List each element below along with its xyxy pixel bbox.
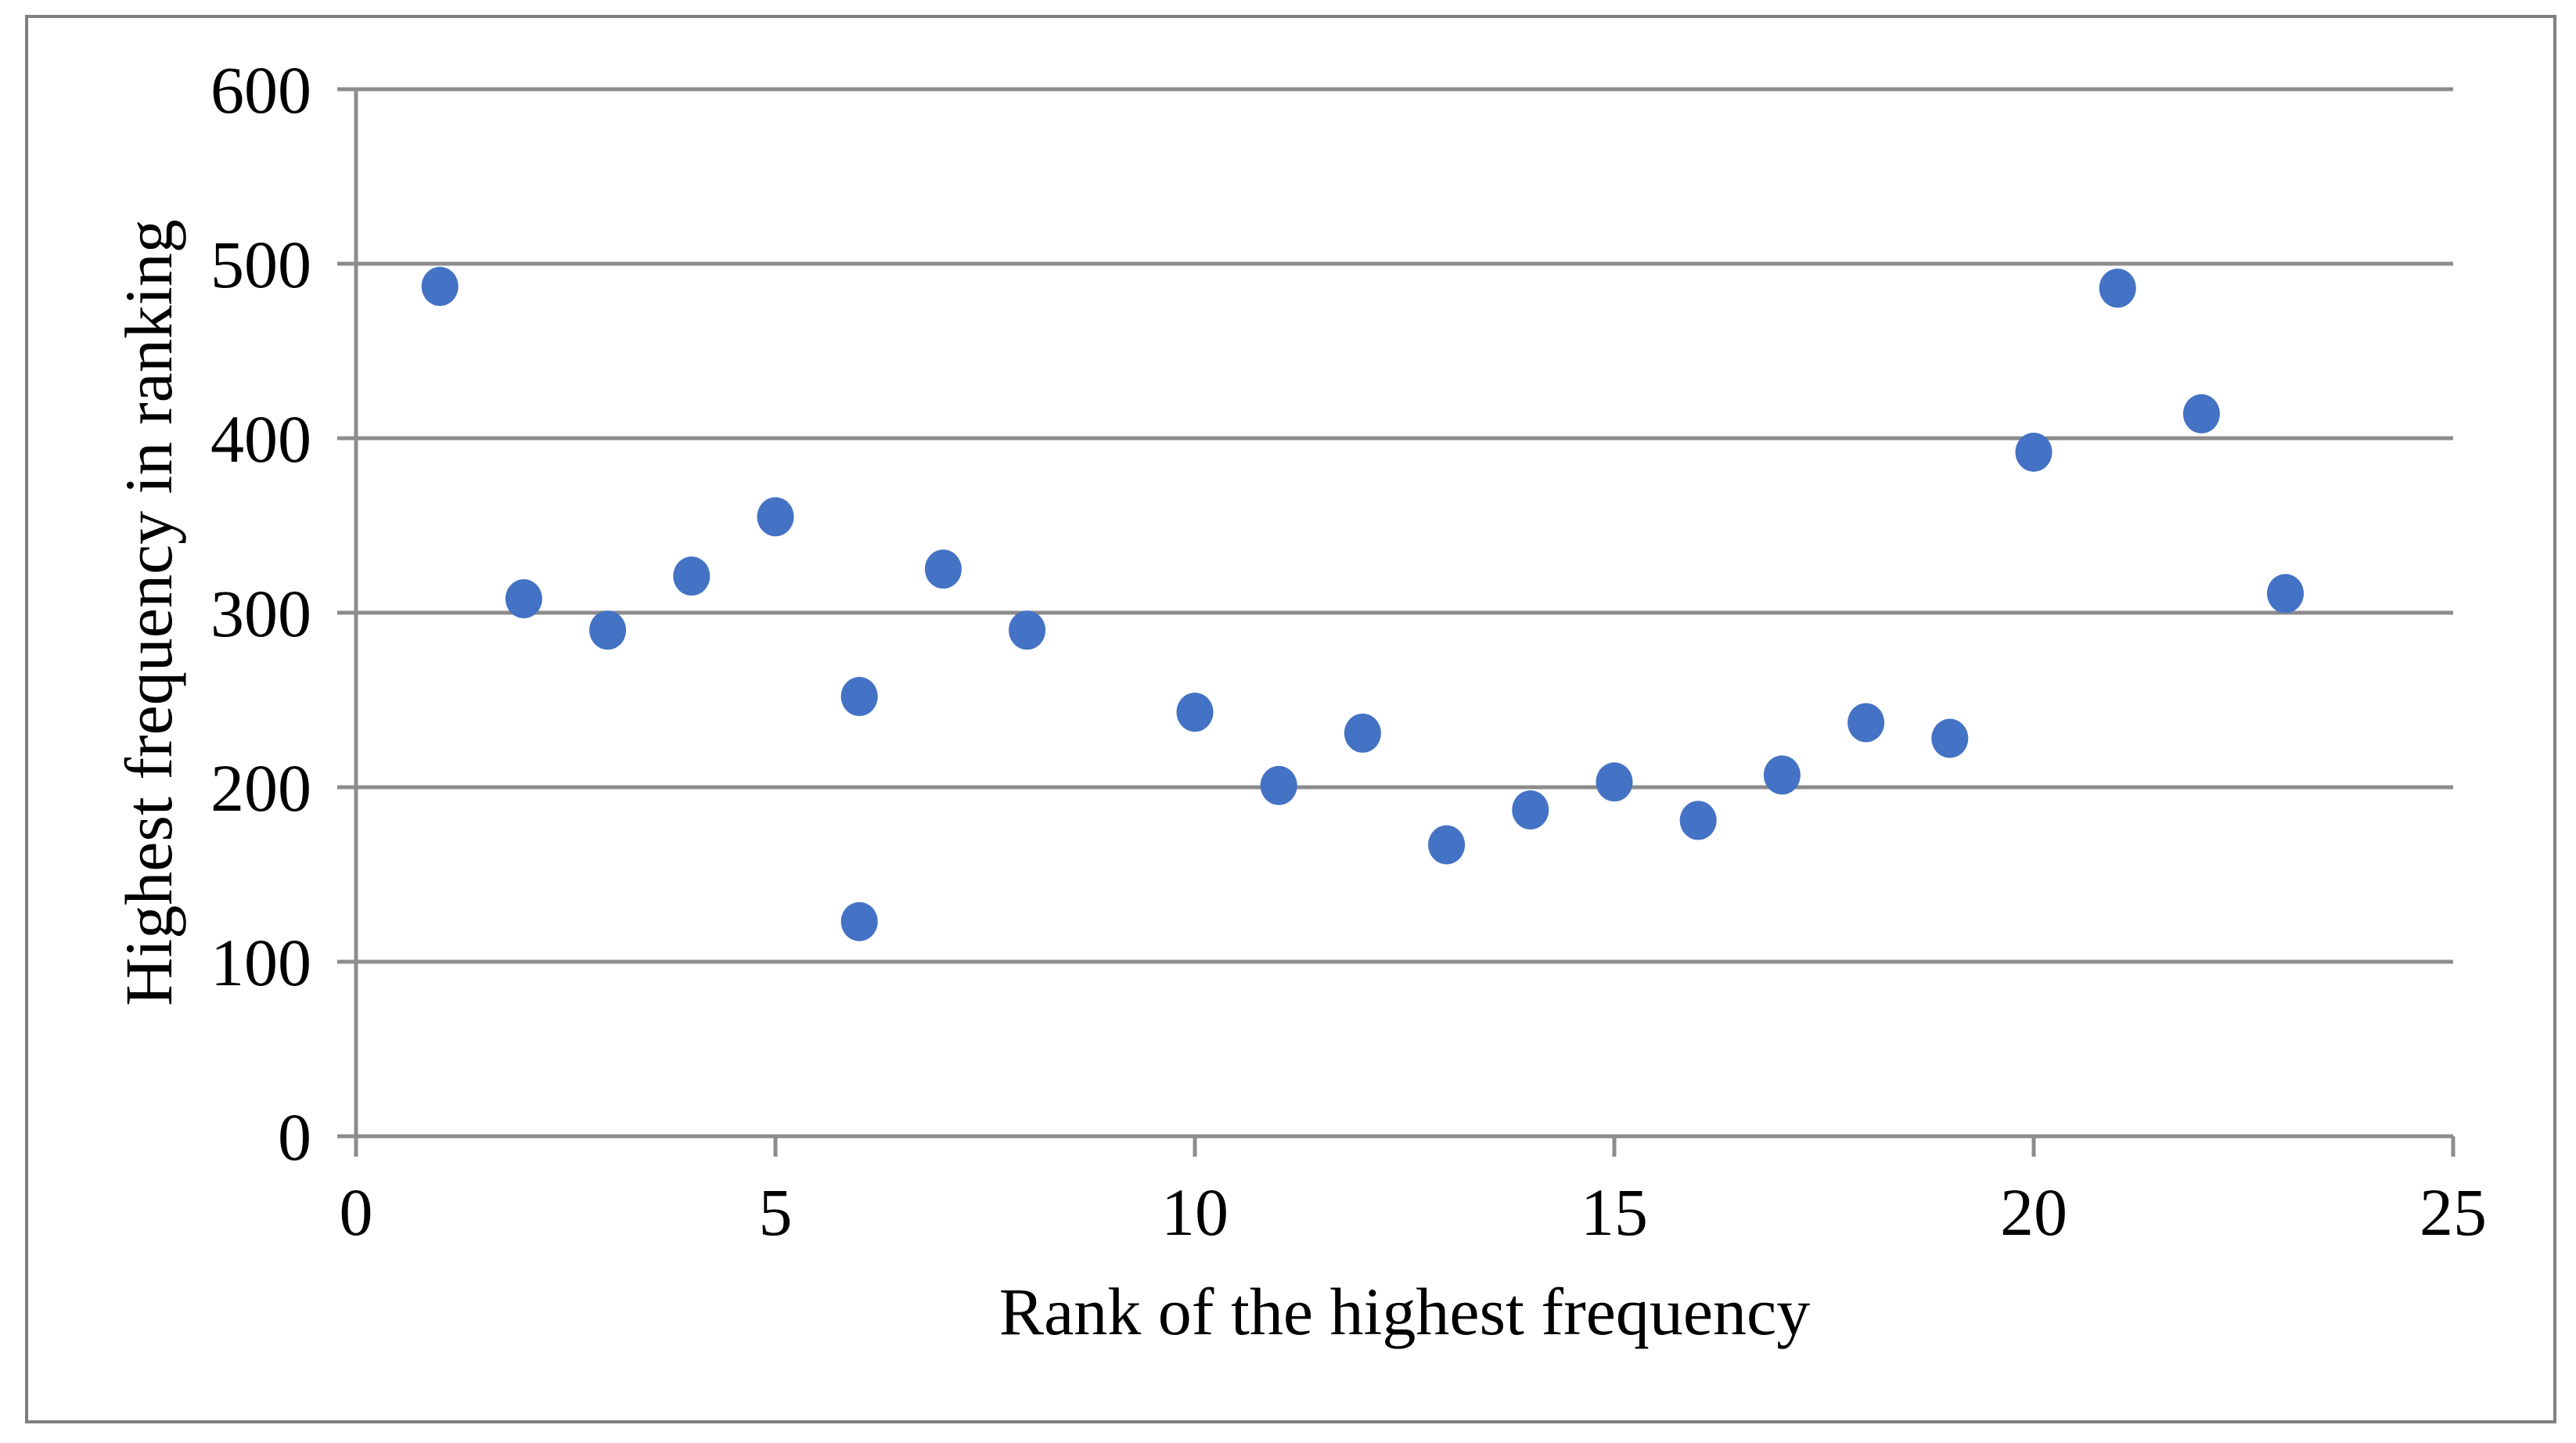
y-tick-label: 100 xyxy=(210,925,311,1000)
data-point xyxy=(2182,394,2220,434)
y-tick-label: 400 xyxy=(210,401,311,477)
data-point xyxy=(840,901,878,941)
y-tick-label: 0 xyxy=(278,1099,311,1175)
x-tick-label: 10 xyxy=(1161,1175,1229,1250)
y-tick-label: 500 xyxy=(210,227,311,302)
y-tick-label: 600 xyxy=(210,52,311,128)
x-tick-label: 15 xyxy=(1581,1175,1648,1250)
x-tick-label: 25 xyxy=(2419,1175,2487,1250)
data-point xyxy=(1428,825,1466,865)
data-point xyxy=(924,549,962,589)
x-tick-label: 20 xyxy=(2000,1175,2067,1250)
x-tick-label: 5 xyxy=(759,1175,793,1250)
data-point xyxy=(840,677,878,717)
data-point xyxy=(2267,574,2304,614)
data-point xyxy=(1344,713,1381,753)
data-point xyxy=(2099,268,2136,308)
data-point xyxy=(505,579,542,619)
data-point xyxy=(1260,765,1297,805)
data-point xyxy=(1512,790,1549,829)
y-tick-label: 200 xyxy=(210,750,311,826)
data-point xyxy=(1176,693,1214,732)
y-tick-label: 300 xyxy=(210,576,311,651)
data-point xyxy=(1847,703,1885,743)
data-point xyxy=(1009,610,1046,650)
data-point xyxy=(1931,718,1969,758)
x-tick-label: 0 xyxy=(340,1175,373,1250)
data-point xyxy=(673,556,711,596)
data-point xyxy=(421,266,459,306)
data-point xyxy=(589,610,627,650)
data-point xyxy=(1596,762,1633,802)
data-point xyxy=(1679,801,1717,840)
x-axis-title: Rank of the highest frequency xyxy=(998,1274,1811,1349)
y-axis-title: Highest frequency in ranking xyxy=(111,219,186,1006)
data-point xyxy=(757,497,794,537)
data-point xyxy=(2015,432,2053,472)
data-point xyxy=(1763,755,1801,795)
